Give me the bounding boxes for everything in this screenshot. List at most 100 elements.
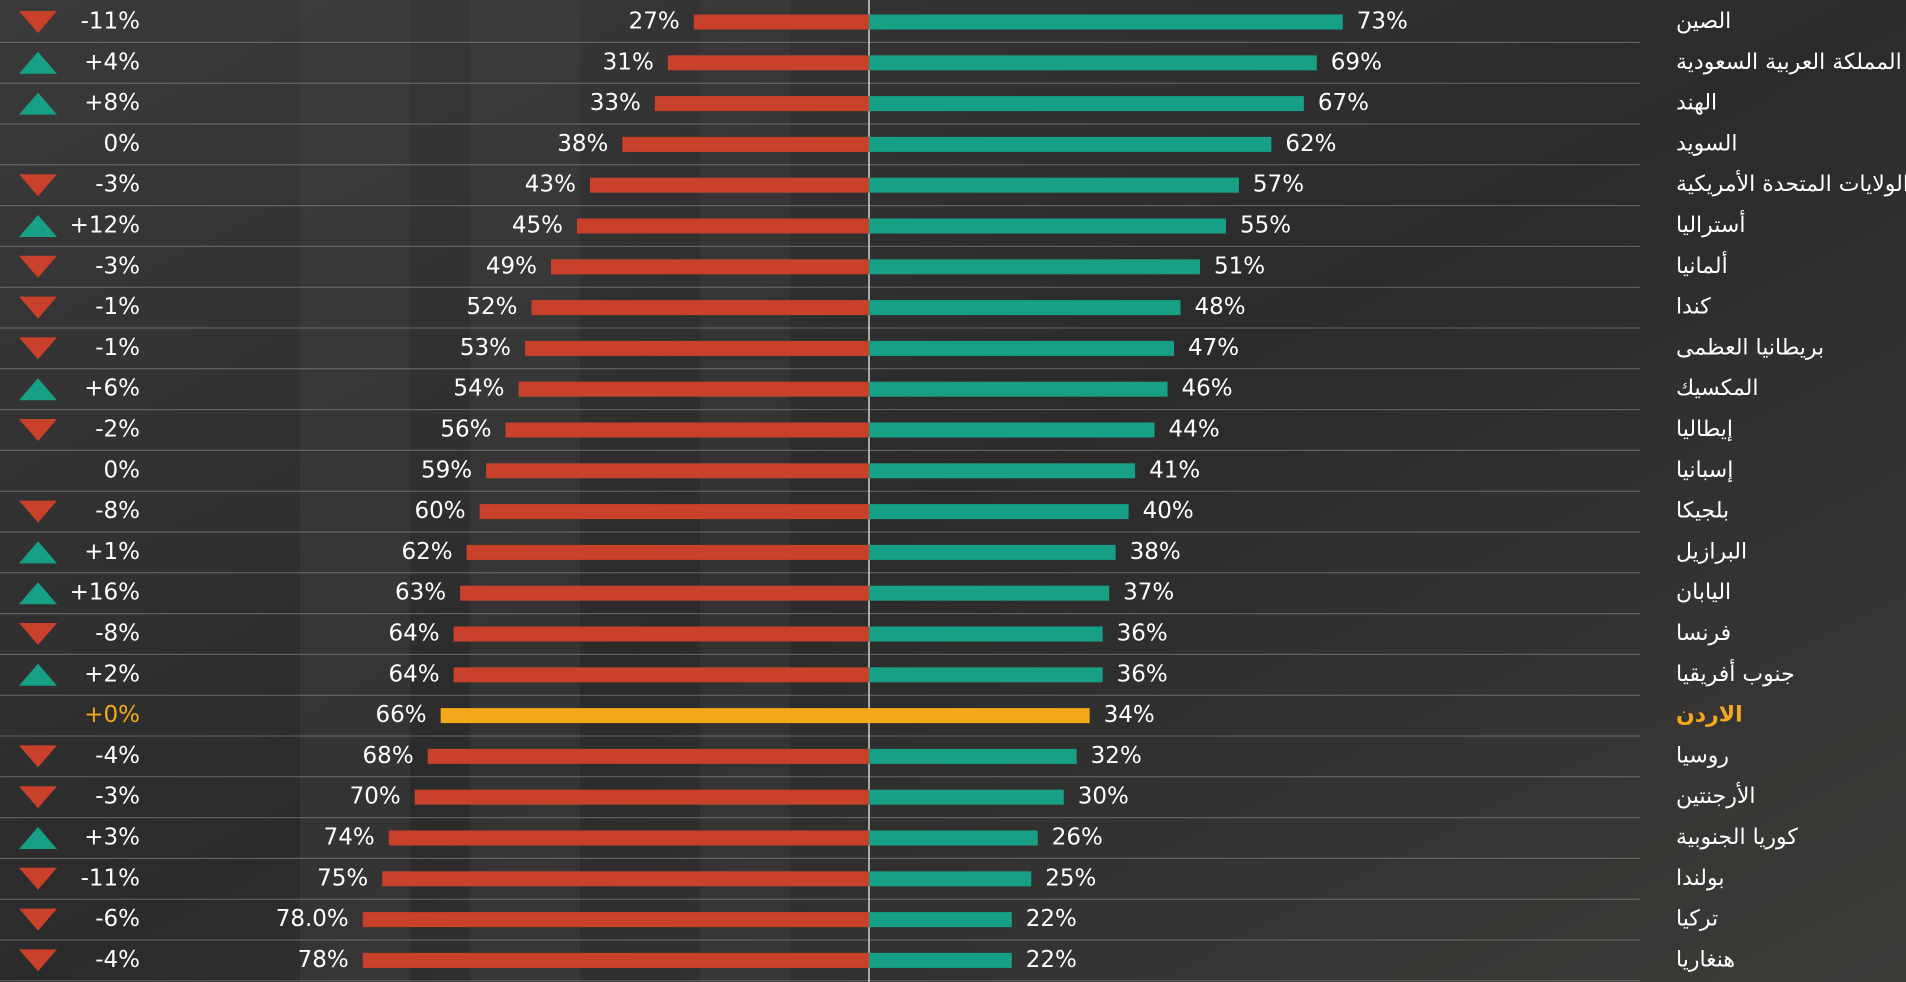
value-label: 43% xyxy=(525,172,576,198)
value-label: 53% xyxy=(460,335,511,361)
country-label: كندا xyxy=(1676,295,1711,320)
bar-negative xyxy=(667,55,869,71)
bar-negative xyxy=(654,96,869,112)
down-triangle xyxy=(19,949,57,972)
country-label: الأرجنتين xyxy=(1676,782,1756,809)
country-label: تركيا xyxy=(1676,907,1718,932)
value-label: 55% xyxy=(1240,213,1291,239)
value-label: 62% xyxy=(401,539,452,565)
change-label: -1% xyxy=(95,294,140,320)
value-label: 57% xyxy=(1253,172,1304,198)
value-label: 40% xyxy=(1143,498,1194,524)
value-label: 70% xyxy=(350,784,401,810)
value-label: 62% xyxy=(1285,131,1336,157)
bar-positive xyxy=(869,463,1136,479)
bar-negative xyxy=(693,14,869,30)
bar-negative xyxy=(440,708,869,724)
bar-negative xyxy=(479,504,869,520)
change-label: -1% xyxy=(95,335,140,361)
bar-positive xyxy=(869,585,1110,601)
change-label: -8% xyxy=(95,621,140,647)
value-label: 36% xyxy=(1117,661,1168,687)
value-label: 60% xyxy=(414,498,465,524)
bar-positive xyxy=(869,55,1317,71)
value-label: 34% xyxy=(1104,702,1155,728)
bar-negative xyxy=(382,871,869,887)
bar-positive xyxy=(869,748,1077,764)
value-label: 74% xyxy=(324,825,375,851)
bar-negative xyxy=(486,463,869,479)
up-triangle xyxy=(19,51,57,74)
down-triangle xyxy=(19,786,57,809)
value-label: 78.0% xyxy=(276,906,349,932)
value-label: 73% xyxy=(1357,9,1408,35)
bar-positive xyxy=(869,14,1343,30)
value-label: 36% xyxy=(1117,621,1168,647)
value-label: 75% xyxy=(317,865,368,891)
value-label: 59% xyxy=(421,457,472,483)
country-label: كوريا الجنوبية xyxy=(1676,825,1798,850)
down-triangle xyxy=(19,908,57,931)
value-label: 32% xyxy=(1091,743,1142,769)
value-label: 26% xyxy=(1052,825,1103,851)
change-label: -11% xyxy=(81,865,140,891)
change-label: -4% xyxy=(95,947,140,973)
country-label: روسيا xyxy=(1676,743,1729,768)
bar-positive xyxy=(869,912,1012,928)
country-label: بريطانيا العظمى xyxy=(1676,335,1824,360)
change-label: -6% xyxy=(95,906,140,932)
country-label: الهند xyxy=(1676,91,1717,116)
country-label: السويد xyxy=(1676,131,1737,156)
value-label: 47% xyxy=(1188,335,1239,361)
bar-negative xyxy=(427,748,869,764)
bar-negative xyxy=(505,422,869,438)
bar-negative xyxy=(362,912,869,928)
bar-positive xyxy=(869,259,1200,275)
down-triangle xyxy=(19,867,57,890)
country-label: المملكة العربية السعودية xyxy=(1676,50,1902,75)
country-label: بلجيكا xyxy=(1676,499,1729,524)
change-label: -3% xyxy=(95,784,140,810)
change-label: 0% xyxy=(104,457,141,483)
down-triangle xyxy=(19,419,57,441)
value-label: 66% xyxy=(376,702,427,728)
value-label: 38% xyxy=(557,131,608,157)
bar-negative xyxy=(550,259,869,275)
value-label: 49% xyxy=(486,253,537,279)
value-label: 48% xyxy=(1195,294,1246,320)
value-label: 33% xyxy=(590,90,641,116)
value-label: 52% xyxy=(466,294,517,320)
down-triangle xyxy=(19,337,57,360)
country-label: فرنسا xyxy=(1676,621,1731,646)
bar-positive xyxy=(869,340,1175,356)
bar-negative xyxy=(460,585,869,601)
country-label: الولايات المتحدة الأمريكية xyxy=(1676,170,1906,197)
down-triangle xyxy=(19,296,57,319)
change-label: -3% xyxy=(95,253,140,279)
bar-positive xyxy=(869,504,1129,520)
change-label: +2% xyxy=(84,661,140,687)
country-label: أستراليا xyxy=(1676,210,1745,238)
value-label: 22% xyxy=(1026,906,1077,932)
value-label: 51% xyxy=(1214,253,1265,279)
bar-positive xyxy=(869,708,1090,724)
bar-negative xyxy=(466,544,869,560)
bar-positive xyxy=(869,871,1032,887)
value-label: 31% xyxy=(603,49,654,75)
bar-positive xyxy=(869,667,1103,683)
bar-positive xyxy=(869,626,1103,642)
value-label: 41% xyxy=(1149,457,1200,483)
bar-positive xyxy=(869,177,1239,193)
value-label: 38% xyxy=(1130,539,1181,565)
bar-positive xyxy=(869,218,1226,234)
value-label: 78% xyxy=(298,947,349,973)
bar-negative xyxy=(518,381,869,397)
bar-negative xyxy=(388,830,869,846)
down-triangle xyxy=(19,255,57,278)
value-label: 22% xyxy=(1026,947,1077,973)
bar-positive xyxy=(869,789,1064,805)
country-label: الصين xyxy=(1676,9,1731,34)
change-label: -3% xyxy=(95,172,140,198)
change-label: -8% xyxy=(95,498,140,524)
